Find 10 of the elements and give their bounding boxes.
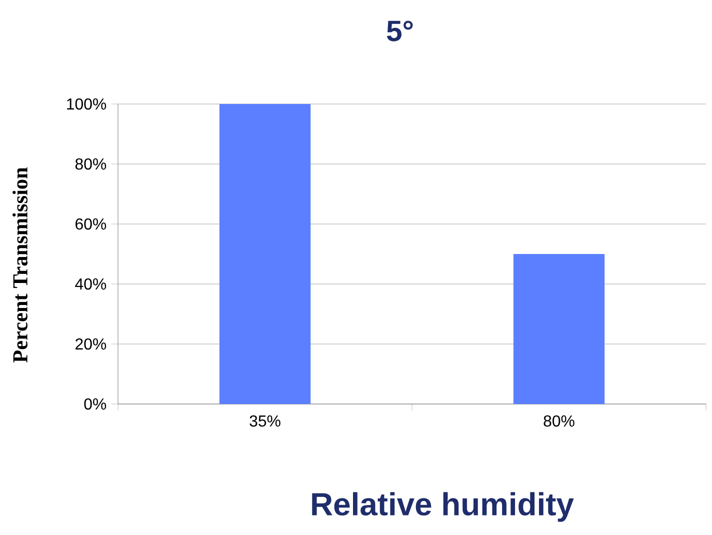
x-axis-title: Relative humidity <box>312 492 574 522</box>
y-tick-label: 80% <box>75 158 106 170</box>
y-tick-label: 60% <box>76 218 106 230</box>
y-tick-label: 0% <box>84 398 106 410</box>
y-tick-label: 20% <box>76 338 106 350</box>
y-tick-label: 40% <box>75 278 106 290</box>
chart-title: 5° <box>386 20 413 42</box>
y-axis-title: Percent Transmission <box>12 167 28 363</box>
x-tick-label: 35% <box>250 415 280 427</box>
y-tick-label: 100% <box>67 98 106 110</box>
